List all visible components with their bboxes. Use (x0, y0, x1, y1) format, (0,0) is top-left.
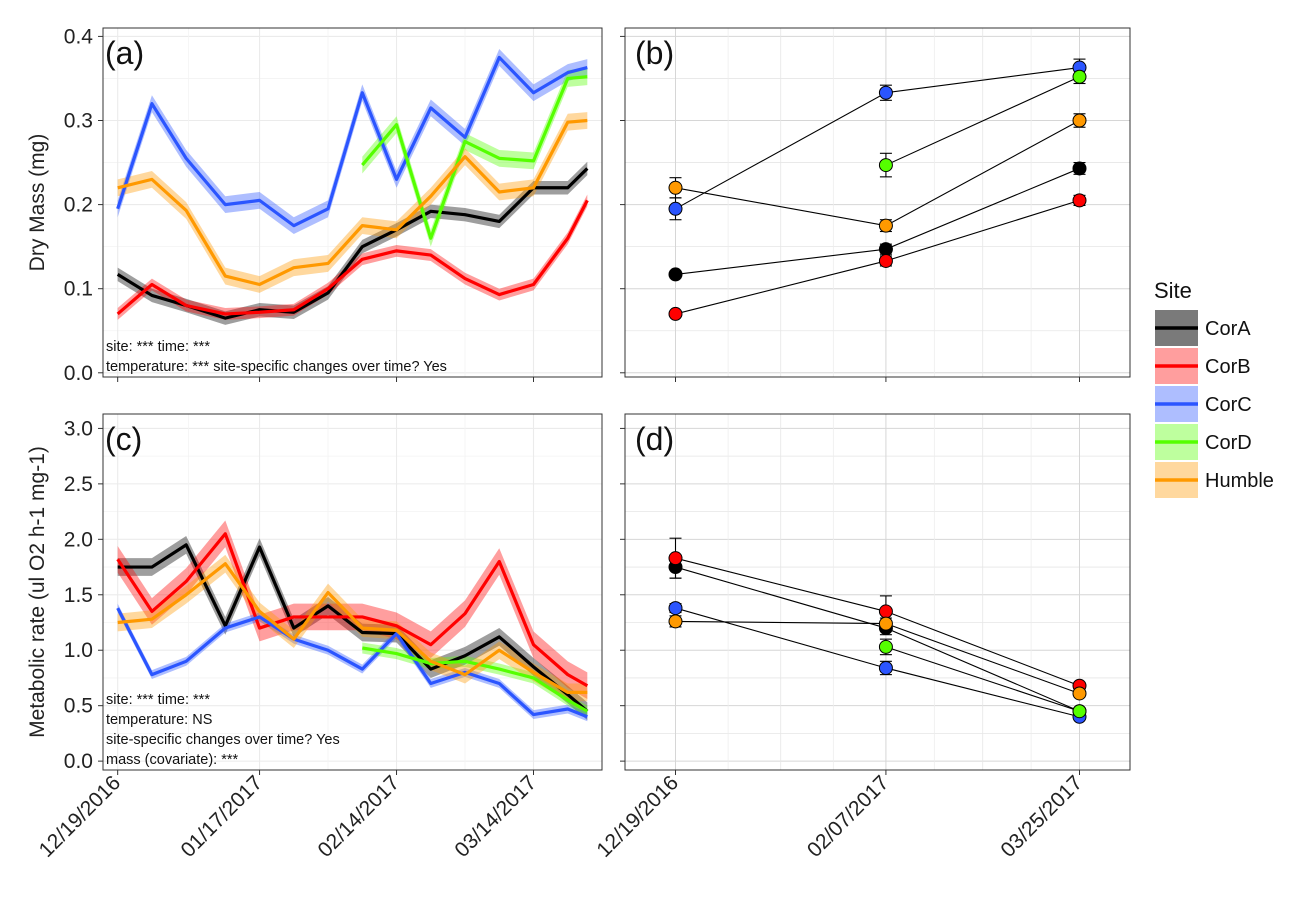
point-Humble (668, 614, 683, 629)
series-band-CorA (117, 535, 588, 721)
panel-label: (c) (105, 421, 142, 457)
point-CorC (878, 660, 893, 675)
panel-b-background (625, 28, 1130, 377)
y-tick-label: 0.0 (64, 750, 93, 773)
x-tick-label: 12/19/2016 (35, 771, 126, 862)
series-line-CorB (116, 199, 589, 316)
point-CorD (1072, 704, 1087, 719)
x-tick-label: 02/14/2017 (313, 771, 404, 862)
annotation-text: site-specific changes over time? Yes (106, 732, 340, 748)
legend-label: Humble (1205, 470, 1274, 492)
point-Humble (1072, 686, 1087, 701)
panel-d-background (625, 414, 1130, 770)
x-tick-label: 01/17/2017 (176, 771, 267, 862)
point-Humble (668, 180, 683, 195)
panel-a-grid (103, 28, 602, 377)
legend-label: CorA (1205, 318, 1251, 340)
legend-key-CorD (1155, 424, 1198, 460)
annotation-text: mass (covariate): *** (106, 752, 239, 768)
y-tick-label: 0.1 (64, 278, 93, 301)
point-CorA (668, 267, 683, 282)
x-tick-label: 12/19/2016 (592, 771, 683, 862)
point-CorB (878, 604, 893, 619)
legend-title: Site (1154, 278, 1192, 303)
panel-d: 12/19/2016 02/07/2017 03/25/2017 (d) (592, 413, 1131, 862)
panel-label: (a) (105, 35, 144, 71)
y-tick-label: 0.3 (64, 110, 93, 133)
x-tick-label: 02/07/2017 (803, 771, 894, 862)
point-CorA (878, 242, 893, 257)
point-CorC (668, 201, 683, 216)
y-tick-label: 1.0 (64, 639, 93, 662)
point-Humble (878, 616, 893, 631)
series-line-CorD (362, 646, 589, 713)
y-tick-label: 2.0 (64, 528, 93, 551)
point-CorB (668, 306, 683, 321)
connector-line-CorD (885, 76, 1080, 166)
panel-b: (b) (620, 27, 1131, 382)
series-line-CorD (361, 75, 588, 240)
series-band-Humble (117, 112, 588, 293)
legend-key-CorC (1155, 386, 1198, 422)
legend-label: CorD (1205, 432, 1252, 454)
series-line-CorB (116, 532, 589, 688)
y-tick-label: 3.0 (64, 417, 93, 440)
legend-key-CorA (1155, 310, 1198, 346)
point-Humble (878, 218, 893, 233)
annotation-text: temperature: *** site-specific changes o… (106, 359, 447, 375)
point-CorB (668, 551, 683, 566)
y-tick-label: 1.5 (64, 584, 93, 607)
legend-label: CorB (1205, 356, 1251, 378)
panel-label: (b) (635, 35, 674, 71)
x-tick-label: 03/25/2017 (996, 771, 1087, 862)
series-line-CorC (116, 55, 588, 228)
y-tick-label: 0.5 (64, 695, 93, 718)
series-line-Humble (117, 118, 588, 287)
panel-c-background (103, 414, 602, 770)
series-line-CorA (117, 543, 589, 713)
legend-label: CorC (1205, 394, 1252, 416)
panel-label: (d) (635, 421, 674, 457)
annotation-text: temperature: NS (106, 712, 212, 728)
panel-c-grid (103, 414, 602, 770)
y-axis-title: Metabolic rate (ul O2 h-1 mg-1) (26, 446, 49, 738)
y-tick-label: 0.4 (64, 25, 94, 48)
y-tick-label: 0.2 (64, 194, 93, 217)
point-CorB (1072, 193, 1087, 208)
series-line-CorC (116, 607, 588, 719)
panel-a: 0.0 0.1 0.2 0.3 0.4 (a) Dry Mass (mg) site: ***… (26, 25, 603, 385)
panel-d-grid (625, 414, 1130, 770)
panel-b-border (624, 27, 1131, 378)
point-CorC (878, 85, 893, 100)
series-band-Humble (117, 554, 588, 702)
point-CorD (878, 639, 893, 654)
point-CorA (1072, 161, 1087, 176)
point-CorC (668, 601, 683, 616)
annotation-text: site: *** time: *** (106, 692, 210, 708)
panel-a-border (102, 27, 603, 378)
connector-line-CorD (885, 646, 1080, 712)
panel-d-border (624, 413, 1131, 771)
panel-c: 0.0 0.5 1.0 1.5 2.0 2.5 3.0 12/19/2016 01/17/201… (26, 413, 603, 862)
point-CorB (878, 253, 893, 268)
y-tick-label: 0.0 (64, 362, 93, 385)
legend-key-CorB (1155, 348, 1198, 384)
annotation-text: site: *** time: *** (106, 339, 210, 355)
point-CorD (878, 158, 893, 173)
point-CorD (1072, 69, 1087, 84)
legend: Site CorA CorB CorC CorD Humble (1154, 278, 1274, 498)
legend-key-Humble (1155, 462, 1198, 498)
panel-c-border (102, 413, 603, 771)
y-tick-label: 2.5 (64, 473, 93, 496)
series-line-Humble (117, 562, 588, 694)
point-Humble (1072, 113, 1087, 128)
y-axis-title: Dry Mass (mg) (26, 134, 49, 272)
x-tick-label: 03/14/2017 (450, 771, 541, 862)
